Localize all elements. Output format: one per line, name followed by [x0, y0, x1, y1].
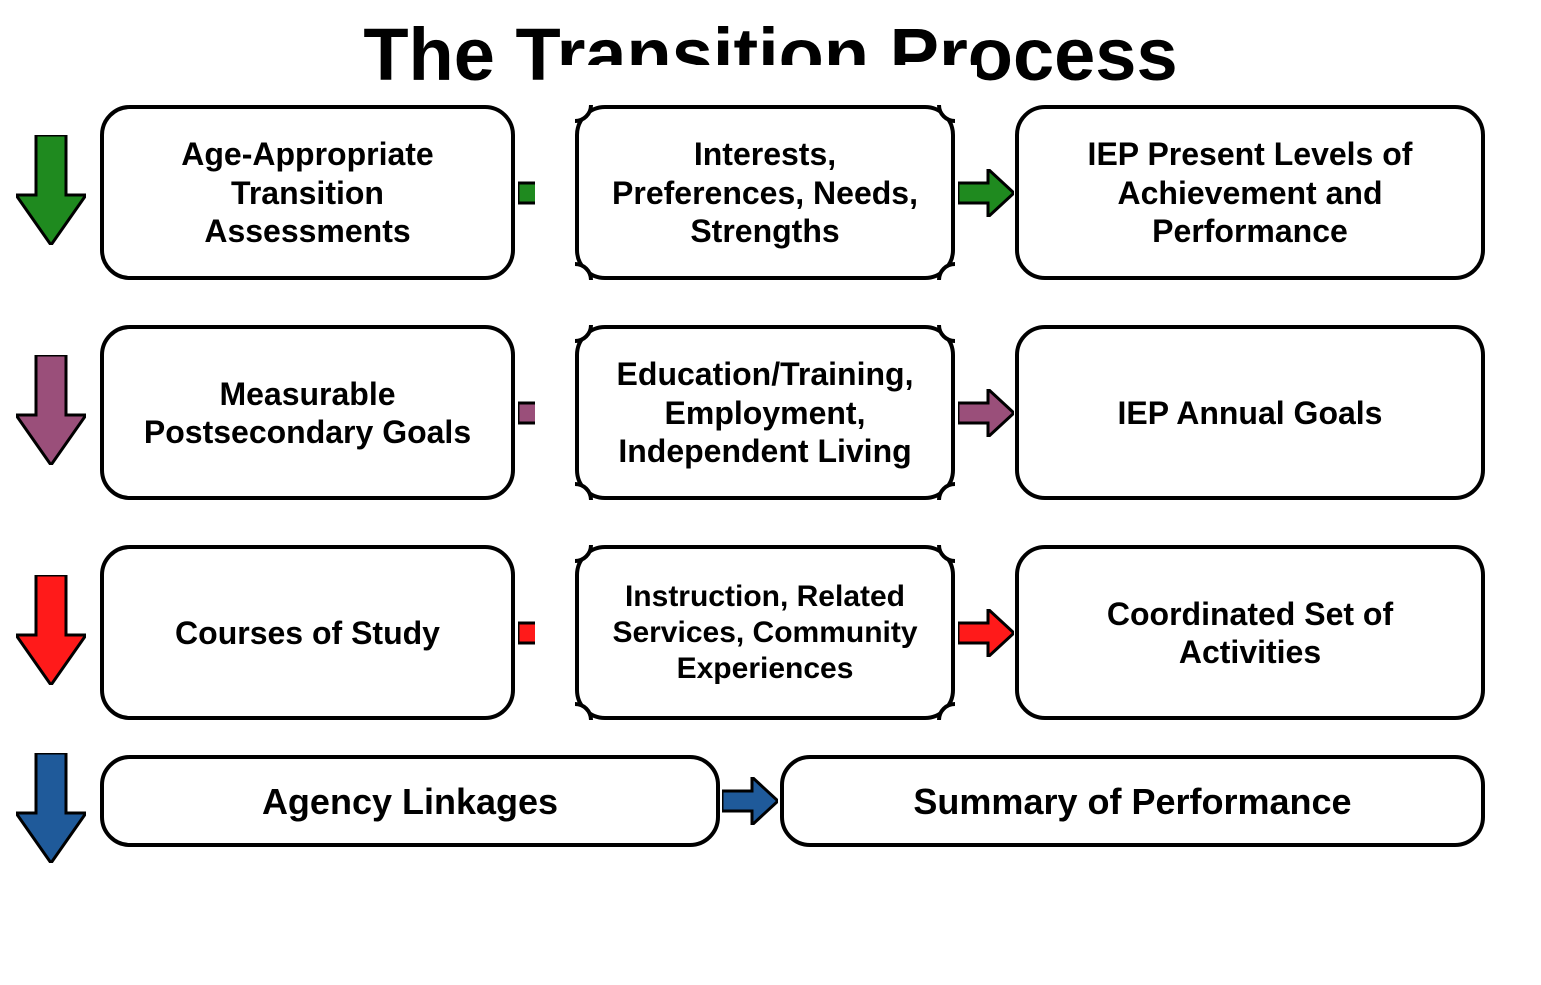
row3-left-label: Courses of Study	[175, 614, 440, 652]
notch-mask	[553, 505, 977, 545]
row2-right-label: IEP Annual Goals	[1118, 394, 1383, 432]
row3-left-box: Courses of Study	[100, 545, 515, 720]
row2-middle-box: Education/Training, Employment, Independ…	[575, 325, 955, 500]
row2-middle-label: Education/Training, Employment, Independ…	[603, 355, 927, 470]
row1-middle-label: Interests, Preferences, Needs, Strengths	[603, 135, 927, 250]
row2-left-box: Measurable Postsecondary Goals	[100, 325, 515, 500]
notch-mask	[553, 285, 977, 325]
row1-middle-box: Interests, Preferences, Needs, Strengths	[575, 105, 955, 280]
arrow-down-icon	[16, 135, 86, 245]
row-1: Age-Appropriate Transition Assessments I…	[0, 105, 1541, 280]
row1-right-box: IEP Present Levels of Achievement and Pe…	[1015, 105, 1485, 280]
row-3: Courses of Study Instruction, Related Se…	[0, 545, 1541, 720]
arrow-right-icon	[958, 389, 1014, 437]
down-arrow-1	[16, 135, 86, 245]
down-arrow-4	[16, 753, 86, 863]
row3-middle-box: Instruction, Related Services, Community…	[575, 545, 955, 720]
arrow-down-icon	[16, 753, 86, 863]
row4-left-label: Agency Linkages	[262, 780, 558, 823]
row3-arrow-2	[958, 609, 1014, 657]
arrow-right-icon	[958, 609, 1014, 657]
notch-mask	[535, 83, 575, 302]
row3-right-label: Coordinated Set of Activities	[1043, 595, 1457, 672]
row1-right-label: IEP Present Levels of Achievement and Pe…	[1043, 135, 1457, 250]
row2-left-label: Measurable Postsecondary Goals	[128, 375, 487, 452]
row1-arrow-2	[958, 169, 1014, 217]
down-arrow-2	[16, 355, 86, 465]
row2-arrow-2	[958, 389, 1014, 437]
arrow-right-icon	[722, 777, 778, 825]
row4-arrow-1	[722, 777, 778, 825]
arrow-down-icon	[16, 355, 86, 465]
row4-right-label: Summary of Performance	[913, 780, 1351, 823]
down-arrow-3	[16, 575, 86, 685]
row-2: Measurable Postsecondary Goals Education…	[0, 325, 1541, 500]
row1-left-box: Age-Appropriate Transition Assessments	[100, 105, 515, 280]
notch-mask	[535, 523, 575, 742]
notch-mask	[553, 65, 977, 105]
arrow-right-icon	[958, 169, 1014, 217]
row4-right-box: Summary of Performance	[780, 755, 1485, 847]
arrow-down-icon	[16, 575, 86, 685]
notch-mask	[553, 720, 977, 760]
row3-middle-label: Instruction, Related Services, Community…	[603, 579, 927, 687]
row-4: Agency Linkages Summary of Performance	[0, 755, 1541, 865]
row4-left-box: Agency Linkages	[100, 755, 720, 847]
diagram-stage: Age-Appropriate Transition Assessments I…	[0, 105, 1541, 985]
row2-right-box: IEP Annual Goals	[1015, 325, 1485, 500]
row3-right-box: Coordinated Set of Activities	[1015, 545, 1485, 720]
notch-mask	[535, 303, 575, 522]
row1-left-label: Age-Appropriate Transition Assessments	[128, 135, 487, 250]
